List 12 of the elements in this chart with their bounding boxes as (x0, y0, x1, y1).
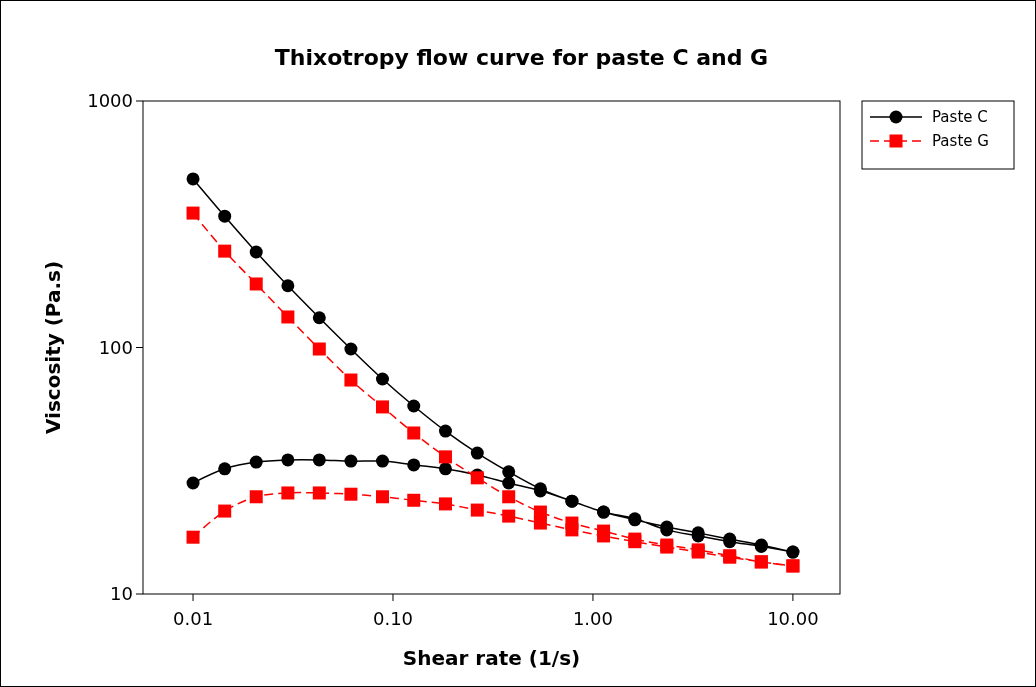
legend-label: Paste G (932, 132, 989, 150)
x-tick-label: 0.01 (173, 608, 214, 629)
y-tick-label: 100 (98, 336, 133, 358)
y-axis-title: Viscosity (Pa.s) (41, 260, 65, 435)
x-axis-title: Shear rate (1/s) (402, 646, 581, 670)
x-tick-label: 1.00 (572, 608, 613, 629)
y-tick-label: 10 (110, 583, 133, 604)
y-tick-label: 1000 (87, 90, 133, 111)
chart-title: Thixotropy flow curve for paste C and G (274, 45, 769, 70)
legend-label: Paste C (932, 108, 988, 126)
x-tick-label: 0.10 (372, 608, 414, 629)
x-tick-label: 10.00 (767, 608, 819, 629)
